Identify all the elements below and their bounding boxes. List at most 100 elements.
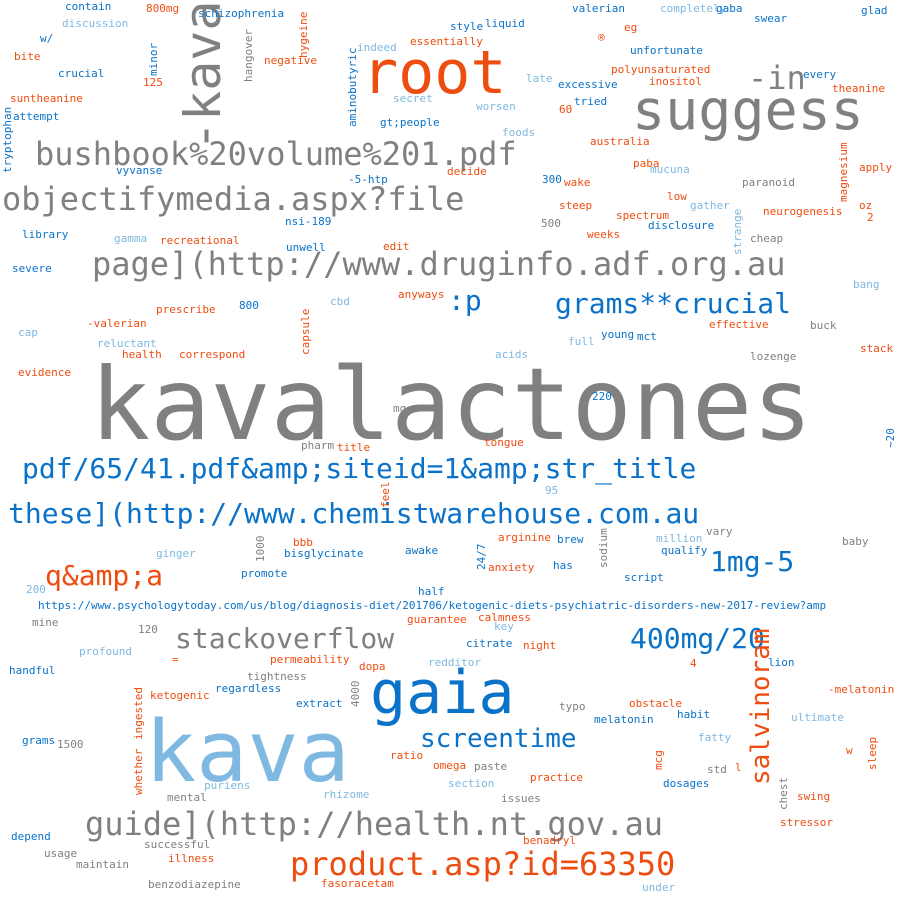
word-style: style [450,20,484,33]
word-paba: paba [633,157,660,170]
word-practice: practice [530,771,583,784]
word-60: 60 [559,103,573,116]
word-1mg-5: 1mg-5 [710,545,795,578]
word-effective: effective [709,318,769,331]
word-key: key [494,620,514,633]
word-calmness: calmness [478,611,531,624]
word-low: low [667,190,687,203]
word-product-asp-id-63350: product.asp?id=63350 [290,845,676,883]
word-400mg-20: 400mg/20 [630,622,765,655]
word-vary: vary [706,525,733,538]
word-120: 120 [138,623,158,636]
word-strange: strange [731,208,744,255]
word-2: 2 [867,211,874,224]
word-puriens: puriens [204,779,251,792]
word-liquid: liquid [485,17,525,30]
word-4000: 4000 [349,680,362,708]
word-cbd: cbd [330,295,350,308]
word-dosages: dosages [663,777,710,790]
word-24-7: 24/7 [475,543,488,571]
word-gaba: gaba [716,2,743,15]
word-under: under [642,881,676,894]
word-stressor: stressor [780,816,833,829]
word-every: every [803,68,837,81]
word-benadryl: benadryl [523,834,576,847]
word-awake: awake [405,544,439,557]
word-mcg: mcg [652,750,665,770]
word-valerian: -valerian [87,317,147,330]
word-anxiety: anxiety [488,561,535,574]
word-correspond: correspond [179,348,246,361]
word-1000: 1000 [254,535,267,563]
word-gaia: gaia [370,658,515,728]
word-bite: bite [14,50,41,63]
word-200: 200 [26,583,46,596]
word-indeed: indeed [357,41,397,54]
word-decide: decide [447,165,487,178]
word-usage: usage [44,847,78,860]
word-mct: mct [637,330,657,343]
word-steep: steep [559,199,593,212]
word-std: std [707,763,727,776]
word-attempt: attempt [13,110,60,123]
word-w: w [846,744,853,757]
word-screentime: screentime [420,724,577,754]
word-lozenge: lozenge [750,350,797,363]
word-bushbook-20volume-201-pdf: bushbook%20volume%201.pdf [35,135,517,173]
word-promote: promote [241,567,288,580]
word-typo: typo [559,700,586,713]
word-hygeine: hygeine [297,11,310,58]
word-disclosure: disclosure [648,219,715,232]
word-excessive: excessive [558,78,618,91]
word-million: million [656,532,703,545]
word-glad: glad [861,4,888,17]
word-oz: oz [859,199,873,212]
word-rhizome: rhizome [323,788,370,801]
word-20: ~20 [884,428,897,448]
word-secret: secret [393,92,433,105]
word-acids: acids [495,348,529,361]
word-mental: mental [167,791,207,804]
word-health: health [122,348,162,361]
word-nsi-189: nsi-189 [285,215,332,228]
word-ginger: ginger [156,547,196,560]
word-bisglycinate: bisglycinate [284,547,364,560]
word-edit: edit [383,240,410,253]
word-foods: foods [502,126,536,139]
word-gamma: gamma [114,232,148,245]
word-extract: extract [296,697,343,710]
word-profound: profound [79,645,132,658]
word-tried: tried [574,95,608,108]
word-125: 125 [143,76,163,89]
word-kava: -kava [174,0,232,151]
word-cheap: cheap [750,232,784,245]
word-kava: kava [145,703,350,802]
word-bbb: bbb [293,536,313,549]
word-young: young [601,328,635,341]
word-night: night [523,639,557,652]
word-symbol: = [172,653,179,666]
word-hangover: hangover [242,29,255,82]
word-wake: wake [564,176,591,189]
word-apply: apply [859,161,893,174]
word-ratio: ratio [390,749,424,762]
word-suggess: suggess [632,78,864,142]
word-bang: bang [853,278,880,291]
word-section: section [448,777,495,790]
word-paste: paste [474,760,508,773]
word-completely: completely [660,2,727,15]
word-capsule: capsule [299,308,312,355]
word-regardless: regardless [215,682,282,695]
word-essentially: essentially [410,35,483,48]
word-australia: australia [590,135,650,148]
word-benzodiazepine: benzodiazepine [148,878,241,891]
word-minor: minor [147,42,160,76]
word-swear: swear [754,12,788,25]
word-polyunsaturated: polyunsaturated [611,63,711,76]
word-successful: successful [144,838,211,851]
word-feel: feel [379,481,392,509]
word-arginine: arginine [498,531,551,544]
word-anyways: anyways [398,288,445,301]
word-chest: chest [777,776,790,810]
